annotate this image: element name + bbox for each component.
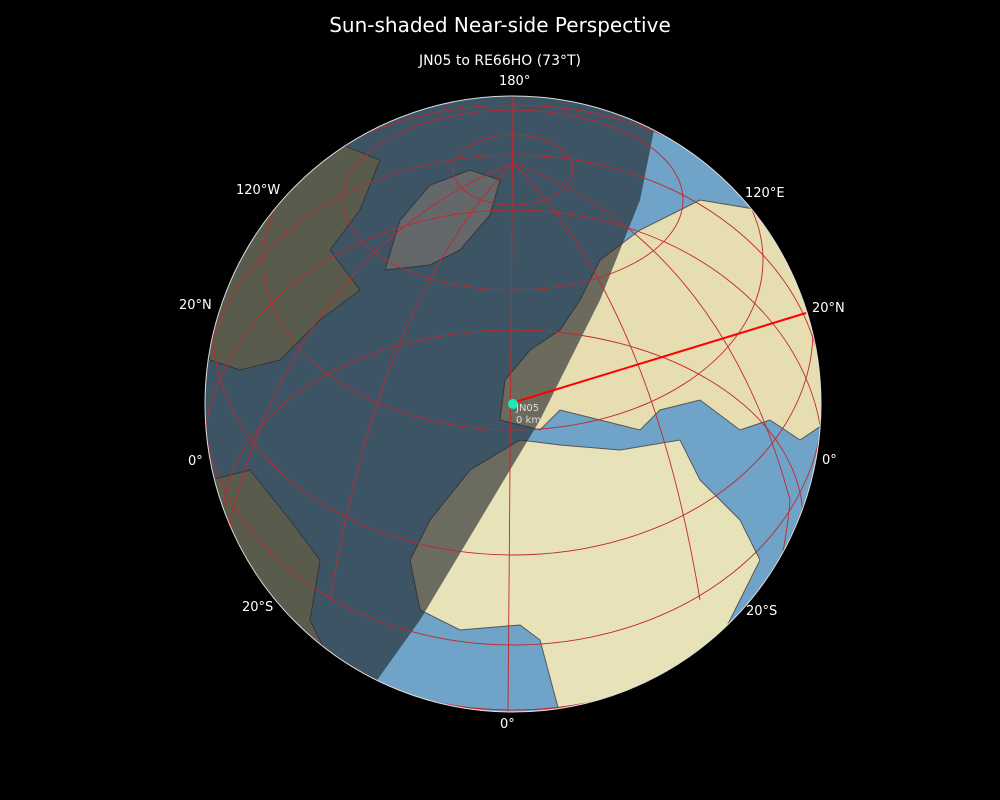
map-subtitle: JN05 to RE66HO (73°T) bbox=[418, 53, 582, 69]
label-0-right: 0° bbox=[822, 453, 837, 468]
marker-distance-label: 0 km bbox=[516, 415, 542, 426]
label-20n-right: 20°N bbox=[812, 301, 845, 316]
great-circle-path bbox=[514, 312, 807, 403]
label-top: 180° bbox=[499, 74, 531, 89]
station-marker bbox=[508, 399, 518, 409]
label-20s-right: 20°S bbox=[746, 604, 778, 619]
label-120w: 120°W bbox=[236, 183, 281, 198]
label-bottom: 0° bbox=[500, 717, 515, 732]
map-title: Sun-shaded Near-side Perspective bbox=[329, 13, 671, 37]
marker-locator-label: JN05 bbox=[516, 403, 540, 414]
label-0-left: 0° bbox=[188, 454, 203, 469]
night-shade bbox=[205, 96, 662, 712]
label-20s-left: 20°S bbox=[242, 600, 274, 615]
globe-outline bbox=[204, 95, 822, 713]
label-120e: 120°E bbox=[745, 186, 785, 201]
label-20n-left: 20°N bbox=[179, 298, 212, 313]
